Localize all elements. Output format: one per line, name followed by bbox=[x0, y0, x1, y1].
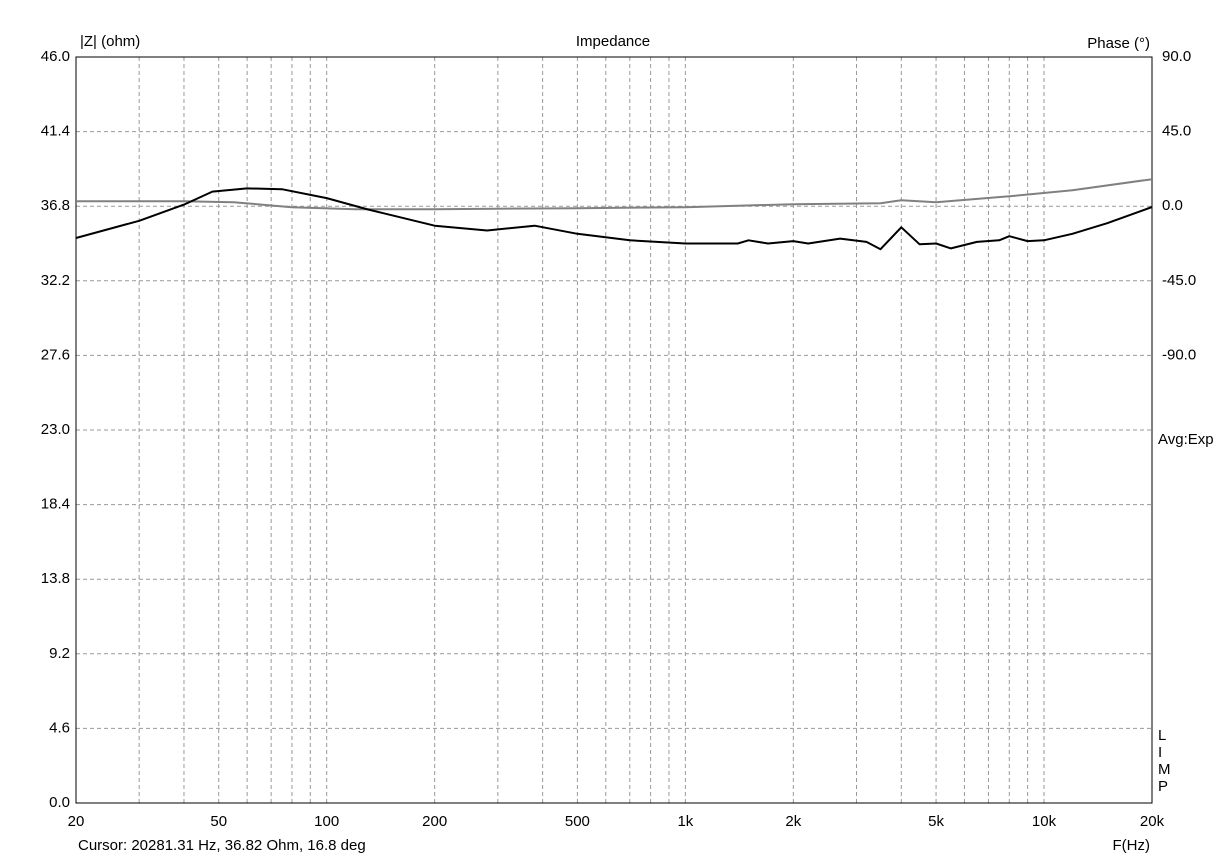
cursor-readout: Cursor: 20281.31 Hz, 36.82 Ohm, 16.8 deg bbox=[78, 837, 366, 854]
x-tick-label: 2k bbox=[785, 813, 801, 830]
y2-tick-label: 0.0 bbox=[1162, 197, 1183, 214]
series-line bbox=[75, 187, 1153, 251]
y-tick-label: 9.2 bbox=[49, 645, 70, 662]
y-tick-label: 13.8 bbox=[41, 570, 70, 587]
plot-frame bbox=[75, 56, 1153, 804]
x-tick-label: 10k bbox=[1032, 813, 1057, 830]
y-tick-label: 23.0 bbox=[41, 421, 70, 438]
y2-tick-label: -90.0 bbox=[1162, 346, 1196, 363]
y-axis-label: |Z| (ohm) bbox=[80, 33, 140, 50]
series-line bbox=[76, 178, 1153, 211]
y-tick-label: 36.8 bbox=[41, 197, 70, 214]
y2-axis-label: Phase (°) bbox=[1087, 35, 1150, 52]
x-tick-label: 20k bbox=[1140, 813, 1165, 830]
y2-tick-label: 45.0 bbox=[1162, 123, 1191, 140]
x-tick-label: 100 bbox=[314, 813, 339, 830]
chart-title: Impedance bbox=[576, 33, 650, 50]
y-tick-label: 27.6 bbox=[41, 346, 70, 363]
y-tick-label: 0.0 bbox=[49, 794, 70, 811]
y-tick-label: 18.4 bbox=[41, 496, 70, 513]
x-tick-label: 200 bbox=[422, 813, 447, 830]
brand-label: LIMP bbox=[1158, 727, 1171, 795]
y-tick-label: 46.0 bbox=[41, 48, 70, 65]
x-tick-label: 1k bbox=[677, 813, 693, 830]
x-tick-label: 50 bbox=[210, 813, 227, 830]
y2-tick-label: -45.0 bbox=[1162, 272, 1196, 289]
x-axis-label: F(Hz) bbox=[1113, 837, 1151, 854]
x-tick-label: 5k bbox=[928, 813, 944, 830]
x-tick-label: 20 bbox=[68, 813, 85, 830]
y-tick-label: 32.2 bbox=[41, 272, 70, 289]
x-tick-label: 500 bbox=[565, 813, 590, 830]
y-tick-label: 4.6 bbox=[49, 719, 70, 736]
averaging-label: Avg:Exp bbox=[1158, 431, 1214, 448]
y2-tick-label: 90.0 bbox=[1162, 48, 1191, 65]
y-tick-label: 41.4 bbox=[41, 123, 70, 140]
